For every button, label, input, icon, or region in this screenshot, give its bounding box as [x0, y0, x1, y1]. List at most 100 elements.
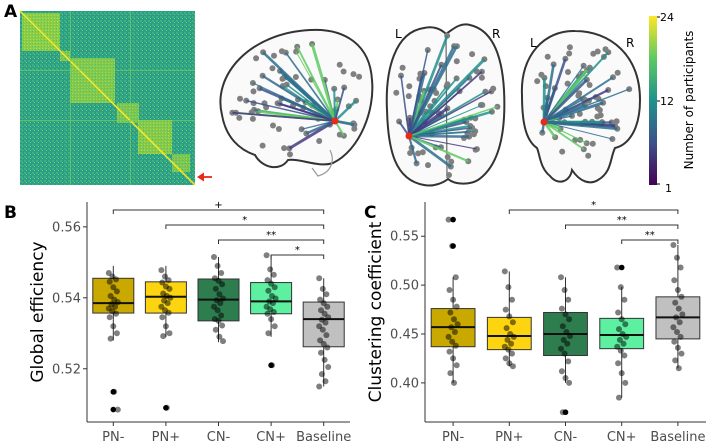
data-point	[558, 305, 565, 312]
data-point	[268, 316, 275, 323]
data-point	[445, 216, 452, 223]
data-point	[567, 333, 573, 339]
data-point	[510, 333, 517, 340]
x-tick-label: Baseline	[650, 430, 705, 445]
brain-node	[399, 64, 406, 71]
brain-edge	[408, 105, 498, 137]
brain-node	[275, 126, 282, 132]
brain-edge	[296, 46, 336, 122]
brain-node	[446, 172, 452, 178]
outlier-point	[618, 264, 625, 271]
brain-node	[336, 61, 343, 68]
brain-edge	[543, 120, 618, 131]
data-point	[265, 287, 272, 294]
x-tick-label: PN+	[152, 430, 180, 445]
y-tick-label: 0.45	[390, 328, 419, 343]
seed-node-sagittal	[331, 117, 339, 125]
brain-edge	[408, 130, 476, 137]
data-point	[563, 329, 570, 335]
brain-edge	[543, 121, 585, 150]
data-point	[674, 254, 680, 261]
data-point	[324, 303, 331, 310]
brain-node	[407, 150, 414, 156]
data-point	[318, 349, 324, 356]
brain-edge	[408, 90, 492, 137]
data-point	[114, 406, 121, 413]
brain-node	[586, 82, 593, 88]
brain-edge	[543, 96, 597, 123]
data-point	[212, 326, 219, 333]
brain-node	[594, 113, 601, 120]
significance-bracket	[621, 239, 679, 244]
brain-node	[478, 74, 485, 81]
data-point	[322, 378, 329, 385]
data-point	[159, 314, 166, 321]
significance-label: **	[266, 230, 276, 241]
data-point	[446, 287, 453, 293]
data-point	[677, 264, 684, 271]
data-point	[616, 336, 623, 343]
brain-edge	[279, 102, 336, 123]
data-point	[270, 271, 277, 278]
significance-label: *	[591, 200, 596, 211]
data-point	[621, 352, 628, 359]
data-point	[323, 332, 330, 339]
data-point	[623, 333, 630, 340]
brain-node	[534, 78, 541, 85]
data-point	[559, 409, 566, 416]
brain-glass-views: L R L R	[219, 23, 642, 187]
data-point	[265, 330, 272, 337]
data-point	[565, 296, 572, 303]
x-tick-label: PN+	[495, 430, 523, 445]
data-point	[271, 323, 278, 330]
data-point	[558, 368, 565, 375]
data-point	[271, 284, 278, 291]
data-point	[618, 316, 625, 323]
data-point	[675, 365, 682, 372]
brain-edge	[408, 134, 452, 168]
data-point	[113, 276, 119, 283]
y-axis-title: Clustering coefficient	[366, 221, 386, 402]
data-point	[447, 309, 454, 316]
brain-node	[259, 142, 266, 149]
data-point	[671, 277, 678, 284]
brain-node	[250, 88, 257, 95]
data-point	[163, 404, 170, 411]
brain-edge	[408, 71, 483, 137]
data-point	[111, 388, 118, 395]
data-point	[560, 336, 567, 343]
data-point	[501, 268, 508, 275]
brain-node	[614, 69, 621, 76]
data-point	[504, 336, 511, 343]
data-point	[321, 356, 328, 363]
brain-node	[448, 158, 455, 165]
data-point	[323, 291, 330, 298]
data-point	[615, 309, 622, 316]
significance-bracket	[218, 239, 325, 244]
colorbar: 24 12 1 Number of participants	[649, 11, 696, 195]
data-point	[264, 310, 271, 317]
brain-edge	[408, 134, 469, 163]
data-point	[215, 317, 222, 324]
data-point	[113, 310, 119, 317]
brain-node	[415, 150, 422, 157]
x-tick-label: PN-	[102, 430, 125, 445]
brain-edge	[334, 99, 357, 122]
brain-edge	[543, 121, 613, 140]
data-point	[325, 314, 332, 321]
brain-node	[589, 140, 596, 147]
brain-edge	[542, 58, 567, 123]
brain-node	[477, 102, 484, 108]
data-point	[447, 370, 454, 377]
data-point	[113, 288, 120, 295]
data-point	[324, 344, 331, 351]
data-point	[505, 284, 512, 291]
data-point	[166, 330, 173, 337]
data-point	[614, 264, 621, 271]
data-point	[216, 291, 223, 298]
data-point	[325, 364, 332, 370]
data-point	[316, 383, 323, 390]
panel-label-c: C	[364, 203, 376, 223]
brain-edge	[232, 111, 336, 122]
